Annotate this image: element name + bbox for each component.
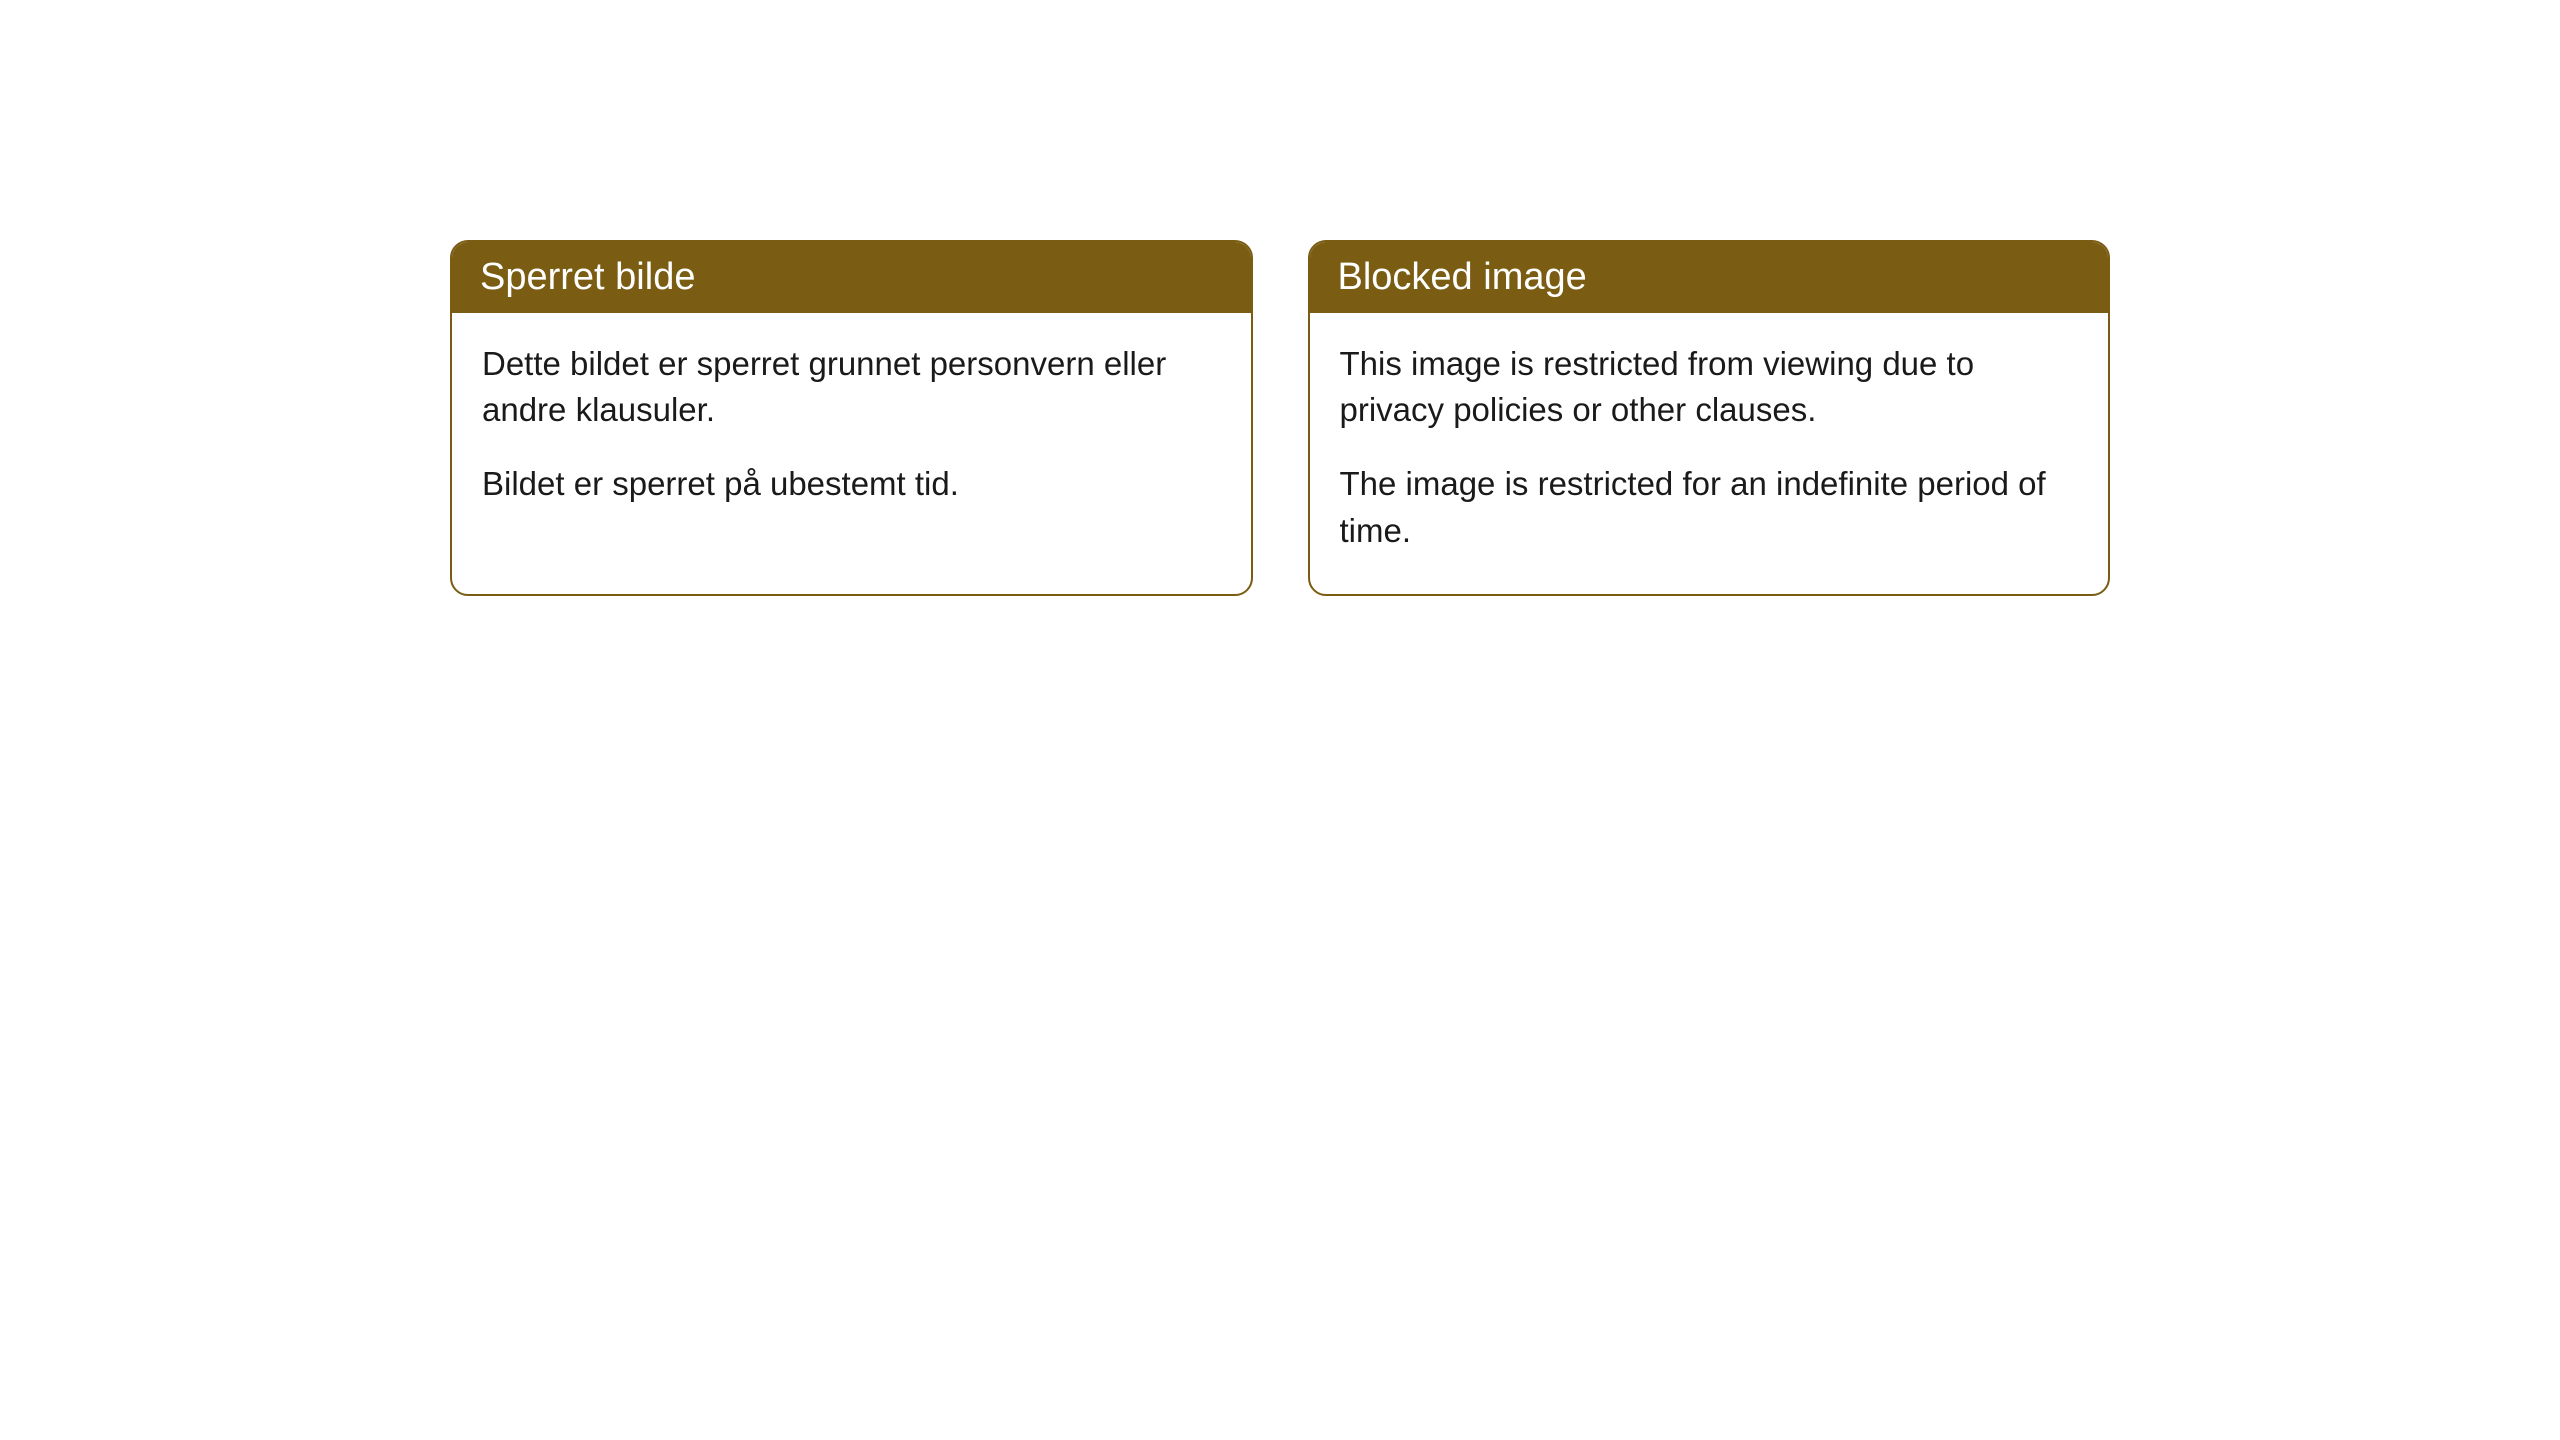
cards-container: Sperret bilde Dette bildet er sperret gr…: [450, 240, 2110, 596]
blocked-image-card-english: Blocked image This image is restricted f…: [1308, 240, 2111, 596]
card-header: Blocked image: [1310, 242, 2109, 313]
card-title: Blocked image: [1338, 256, 1587, 298]
card-paragraph-1: Dette bildet er sperret grunnet personve…: [482, 341, 1221, 433]
card-title: Sperret bilde: [480, 256, 695, 298]
card-paragraph-2: Bildet er sperret på ubestemt tid.: [482, 461, 1221, 507]
card-body: Dette bildet er sperret grunnet personve…: [452, 313, 1251, 548]
card-header: Sperret bilde: [452, 242, 1251, 313]
card-paragraph-2: The image is restricted for an indefinit…: [1340, 461, 2079, 553]
card-body: This image is restricted from viewing du…: [1310, 313, 2109, 594]
blocked-image-card-norwegian: Sperret bilde Dette bildet er sperret gr…: [450, 240, 1253, 596]
card-paragraph-1: This image is restricted from viewing du…: [1340, 341, 2079, 433]
